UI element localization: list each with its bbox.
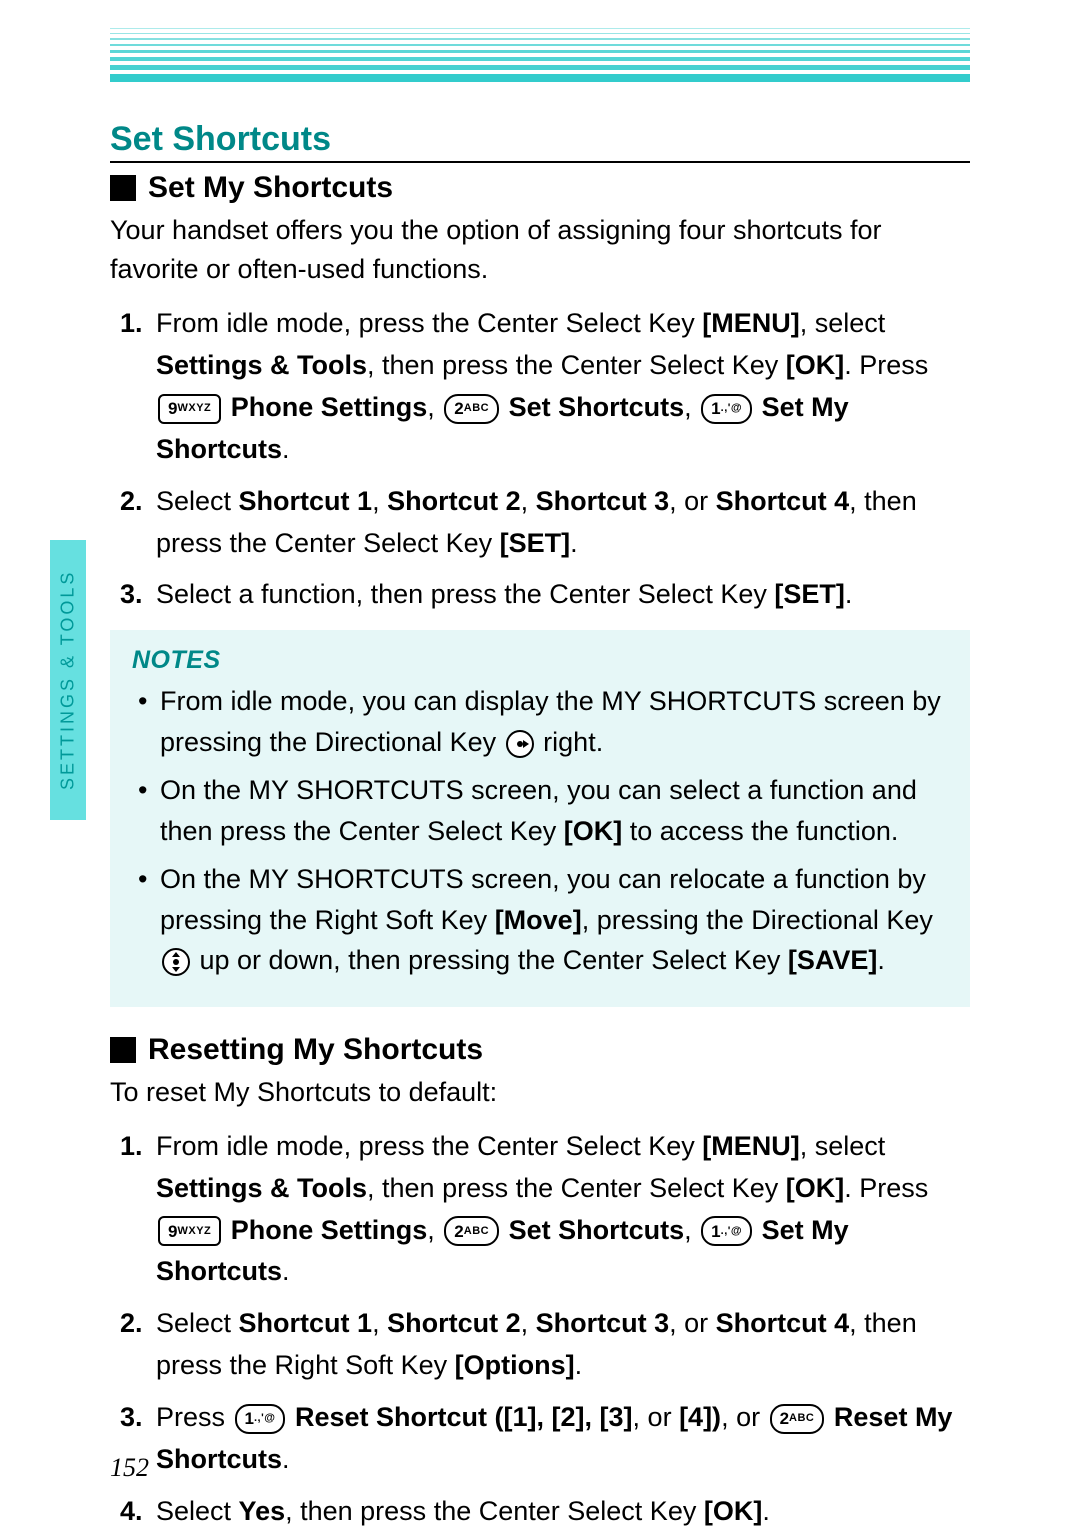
notes-box: NOTES From idle mode, you can display th… <box>110 630 970 1007</box>
square-bullet-icon <box>110 1037 136 1063</box>
intro-paragraph: Your handset offers you the option of as… <box>110 211 970 289</box>
note-1: From idle mode, you can display the MY S… <box>132 681 948 762</box>
square-bullet-icon <box>110 175 136 201</box>
key-1-icon: 1.,'@ <box>701 394 752 424</box>
key-9-icon: 9WXYZ <box>158 1216 221 1246</box>
step-3: Press 1.,'@ Reset Shortcut ([1], [2], [3… <box>110 1397 970 1481</box>
side-tab-label: SETTINGS & TOOLS <box>50 540 86 820</box>
steps-list-1: From idle mode, press the Center Select … <box>110 303 970 616</box>
key-1-icon: 1.,'@ <box>235 1404 286 1434</box>
step-3: Select a function, then press the Center… <box>110 574 970 616</box>
page-number: 152 <box>110 1453 149 1483</box>
subsection-resetting: Resetting My Shortcuts <box>110 1033 970 1067</box>
key-1-icon: 1.,'@ <box>701 1216 752 1246</box>
step-2: Select Shortcut 1, Shortcut 2, Shortcut … <box>110 481 970 565</box>
manual-page: SETTINGS & TOOLS Set Shortcuts Set My Sh… <box>0 0 1080 1537</box>
notes-list: From idle mode, you can display the MY S… <box>132 681 948 981</box>
step-4: Select Yes, then press the Center Select… <box>110 1491 970 1533</box>
step-1: From idle mode, press the Center Select … <box>110 1126 970 1293</box>
intro-paragraph-2: To reset My Shortcuts to default: <box>110 1073 970 1112</box>
subsection-title: Set My Shortcuts <box>148 171 393 205</box>
directional-right-icon <box>506 730 534 758</box>
step-1: From idle mode, press the Center Select … <box>110 303 970 470</box>
key-9-icon: 9WXYZ <box>158 394 221 424</box>
note-3: On the MY SHORTCUTS screen, you can relo… <box>132 859 948 981</box>
key-2-icon: 2ABC <box>770 1404 825 1434</box>
steps-list-2: From idle mode, press the Center Select … <box>110 1126 970 1533</box>
subsection-title: Resetting My Shortcuts <box>148 1033 483 1067</box>
note-2: On the MY SHORTCUTS screen, you can sele… <box>132 770 948 851</box>
notes-title: NOTES <box>132 646 948 675</box>
subsection-set-my-shortcuts: Set My Shortcuts <box>110 171 970 205</box>
content-area: Set Shortcuts Set My Shortcuts Your hand… <box>110 0 970 1532</box>
directional-updown-icon <box>162 948 190 976</box>
step-2: Select Shortcut 1, Shortcut 2, Shortcut … <box>110 1303 970 1387</box>
header-stripes <box>110 28 970 82</box>
section-title: Set Shortcuts <box>110 120 970 163</box>
key-2-icon: 2ABC <box>444 1216 499 1246</box>
key-2-icon: 2ABC <box>444 394 499 424</box>
